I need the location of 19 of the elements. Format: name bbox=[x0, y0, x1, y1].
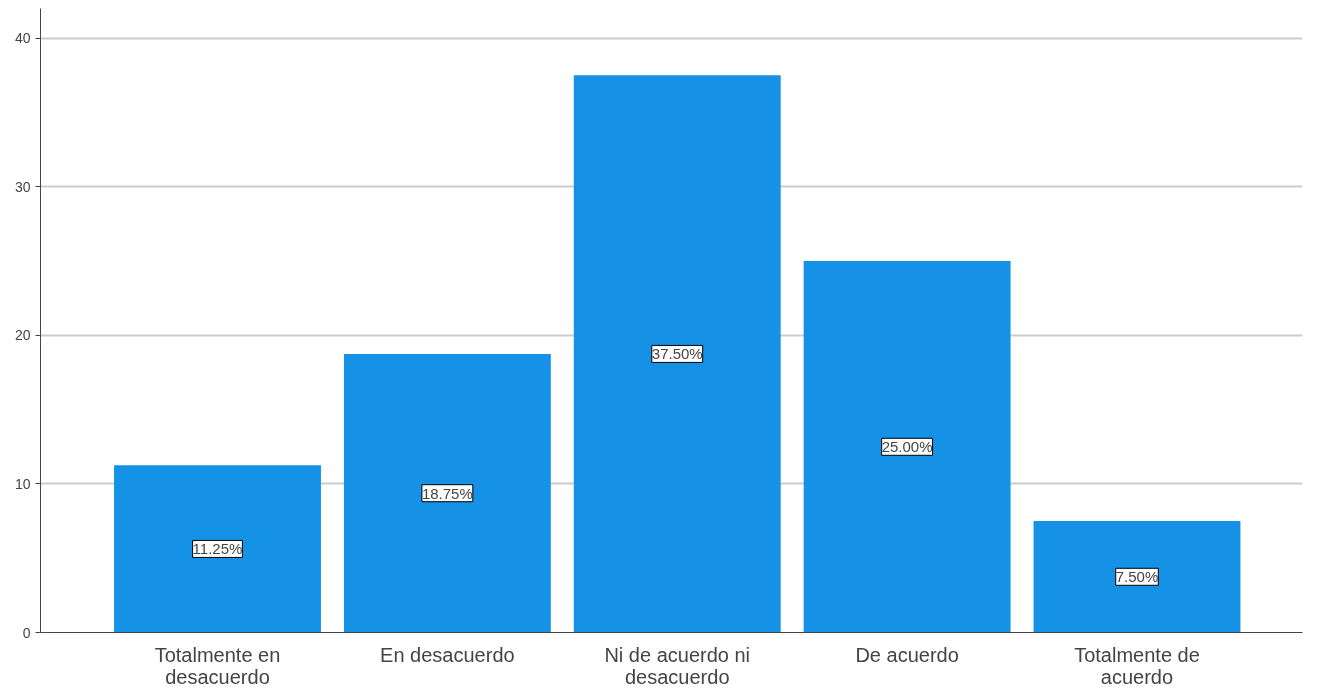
x-tick-label: En desacuerdo bbox=[380, 643, 515, 666]
data-label: 11.25% bbox=[192, 540, 243, 558]
x-tick-label: De acuerdo bbox=[855, 643, 959, 666]
bar bbox=[573, 75, 781, 633]
data-label: 7.50% bbox=[1115, 568, 1159, 586]
bar bbox=[114, 465, 321, 633]
y-tick-label: 0 bbox=[22, 624, 31, 641]
x-tick-label: Ni de acuerdo ni desacuerdo bbox=[604, 643, 751, 688]
y-tick-label: 40 bbox=[14, 30, 31, 47]
data-label: 37.50% bbox=[651, 345, 703, 363]
x-tick-label: Totalmente en desacuerdo bbox=[154, 643, 281, 688]
bar bbox=[803, 261, 1011, 633]
y-tick-label: 30 bbox=[14, 178, 31, 195]
y-tick-label: 10 bbox=[14, 475, 31, 492]
bar bbox=[1033, 521, 1241, 633]
bar bbox=[343, 353, 551, 633]
data-label: 25.00% bbox=[881, 438, 933, 456]
x-tick-label: Totalmente de acuerdo bbox=[1074, 643, 1200, 688]
y-tick-label: 20 bbox=[14, 327, 31, 344]
